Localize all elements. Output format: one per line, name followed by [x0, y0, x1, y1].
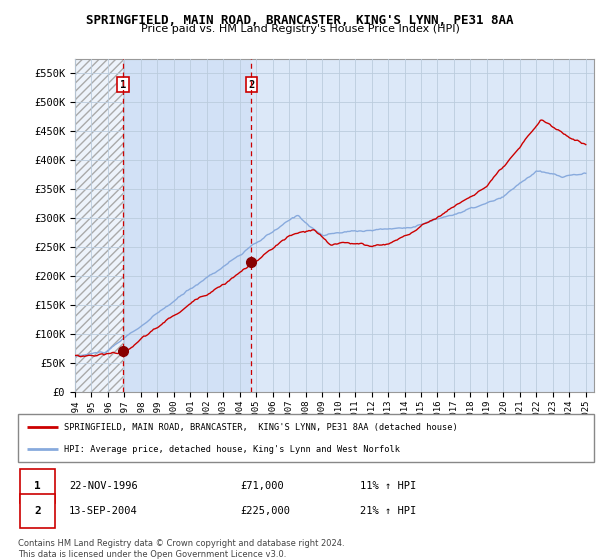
Text: 22-NOV-1996: 22-NOV-1996 [69, 481, 138, 491]
Text: £71,000: £71,000 [240, 481, 284, 491]
Text: 2: 2 [248, 80, 254, 90]
Text: SPRINGFIELD, MAIN ROAD, BRANCASTER,  KING'S LYNN, PE31 8AA (detached house): SPRINGFIELD, MAIN ROAD, BRANCASTER, KING… [64, 423, 458, 432]
Bar [20, 469, 55, 503]
Text: 11% ↑ HPI: 11% ↑ HPI [360, 481, 416, 491]
Bar [20, 494, 55, 528]
Text: HPI: Average price, detached house, King's Lynn and West Norfolk: HPI: Average price, detached house, King… [64, 445, 400, 454]
Text: 13-SEP-2004: 13-SEP-2004 [69, 506, 138, 516]
Text: SPRINGFIELD, MAIN ROAD, BRANCASTER, KING'S LYNN, PE31 8AA: SPRINGFIELD, MAIN ROAD, BRANCASTER, KING… [86, 14, 514, 27]
Text: £225,000: £225,000 [240, 506, 290, 516]
Text: 2: 2 [34, 506, 41, 516]
Text: Contains HM Land Registry data © Crown copyright and database right 2024.
This d: Contains HM Land Registry data © Crown c… [18, 539, 344, 559]
Text: 1: 1 [34, 481, 41, 491]
Text: 21% ↑ HPI: 21% ↑ HPI [360, 506, 416, 516]
Text: Price paid vs. HM Land Registry's House Price Index (HPI): Price paid vs. HM Land Registry's House … [140, 24, 460, 34]
Text: 1: 1 [119, 80, 126, 90]
